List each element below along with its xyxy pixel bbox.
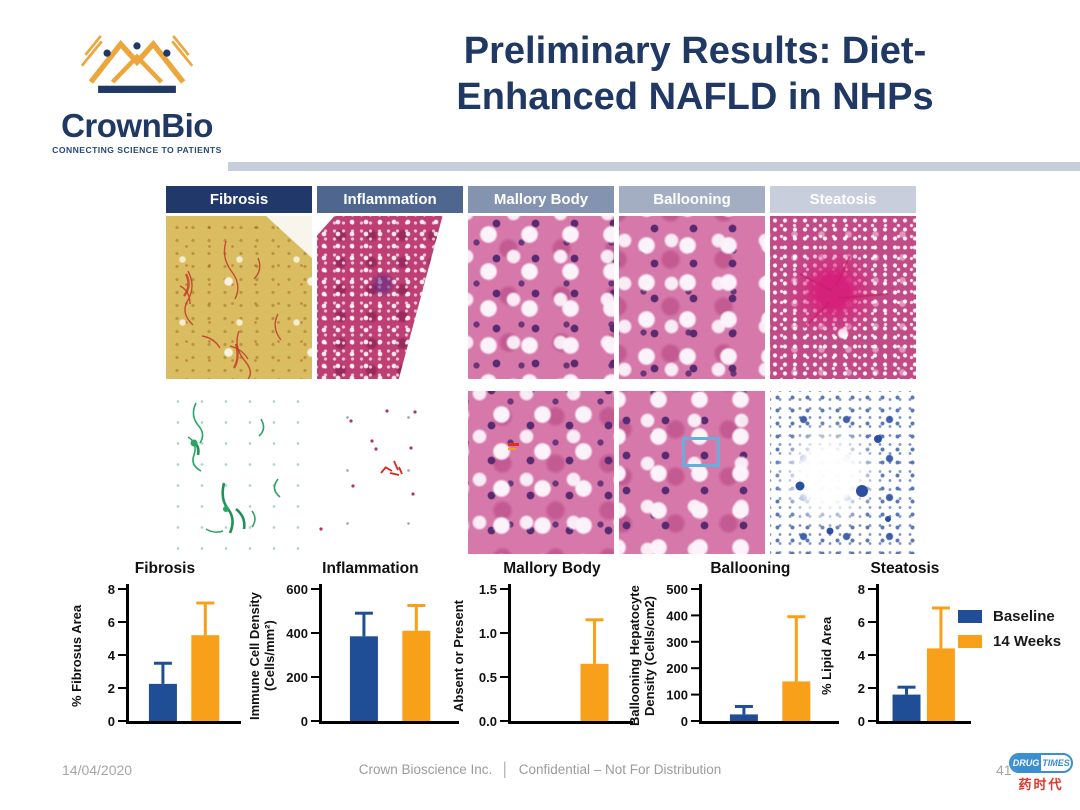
inflammation-cluster-overlay bbox=[319, 409, 417, 531]
drugtimes-logo: DRUG TIMES 药时代 bbox=[1006, 753, 1076, 793]
drugtimes-badge-icon: DRUG TIMES bbox=[1009, 753, 1073, 773]
title-divider-rule bbox=[228, 162, 1080, 171]
footer-confidentiality: Crown Bioscience Inc. │ Confidential – Not… bbox=[0, 762, 1080, 777]
svg-text:500: 500 bbox=[666, 582, 688, 597]
svg-text:300: 300 bbox=[666, 635, 688, 650]
inflammation-chart-title: Inflammation bbox=[322, 560, 419, 577]
logo-wordmark: CrownBio bbox=[61, 107, 213, 144]
svg-text:6: 6 bbox=[858, 615, 865, 630]
drugtimes-badge-right: TIMES bbox=[1042, 758, 1070, 768]
svg-text:8: 8 bbox=[108, 582, 115, 597]
slide-title: Preliminary Results: Diet- Enhanced NAFL… bbox=[330, 28, 1060, 121]
column-header-steatosis: Steatosis bbox=[770, 186, 916, 213]
svg-text:0: 0 bbox=[301, 714, 308, 729]
ballooning-y-axis-label: Ballooning Hepatocyte Density (Cells/cm2… bbox=[627, 585, 657, 727]
steatosis-detection-image bbox=[770, 391, 916, 554]
mallory-orange-marker bbox=[508, 448, 516, 450]
svg-text:4: 4 bbox=[858, 648, 866, 663]
svg-text:0: 0 bbox=[108, 714, 115, 729]
crown-icon bbox=[80, 35, 194, 93]
title-line-1: Preliminary Results: Diet- bbox=[463, 30, 927, 72]
fibrosis-vessels-overlay bbox=[179, 216, 312, 379]
svg-text:400: 400 bbox=[286, 626, 308, 641]
mallory-y-axis-label: Absent or Present bbox=[451, 600, 466, 712]
ballooning-chart-title: Ballooning bbox=[710, 560, 791, 577]
column-header-mallory-body: Mallory Body bbox=[468, 186, 614, 213]
logo-tagline: CONNECTING SCIENCE TO PATIENTS bbox=[52, 145, 222, 155]
svg-text:8: 8 bbox=[858, 582, 865, 597]
svg-text:600: 600 bbox=[286, 582, 308, 597]
fibrosis-chart-plot: 0 2 4 6 8 bbox=[108, 582, 241, 729]
fibrosis-segmentation-image bbox=[166, 391, 312, 554]
steatosis-vein-overlay bbox=[799, 255, 889, 329]
fibrosis-chart-title: Fibrosis bbox=[134, 560, 196, 577]
legend-item-baseline: Baseline bbox=[958, 608, 1061, 625]
inflammation-tissue-wedge bbox=[317, 216, 443, 379]
mallory-body-chart: Absent or Present Mallory Body 0.0 0.5 1.0… bbox=[451, 560, 637, 732]
ballooning-annotated-image bbox=[619, 391, 765, 554]
footer-confidential-text: Confidential – Not For Distribution bbox=[518, 762, 722, 777]
histology-panel-grid: Fibrosis Inflammation Mallory Body Ballo… bbox=[166, 186, 916, 554]
column-header-inflammation: Inflammation bbox=[317, 186, 463, 213]
ballooning-highlight-box bbox=[682, 437, 720, 467]
svg-text:1.0: 1.0 bbox=[479, 626, 497, 641]
steatosis-stain-image bbox=[770, 216, 916, 379]
inflammation-chart-plot: 0 200 400 600 bbox=[286, 582, 459, 729]
svg-text:6: 6 bbox=[108, 615, 115, 630]
inflammation-y-axis-label: Immune Cell Density (Cells/mm²) bbox=[247, 592, 277, 720]
steatosis-chart-title: Steatosis bbox=[870, 560, 940, 577]
steatosis-chart-plot: 0 2 4 6 8 bbox=[858, 582, 971, 729]
svg-text:400: 400 bbox=[666, 608, 688, 623]
fibrosis-chart: % Fibrosus Area Fibrosis 0 2 4 6 8 bbox=[69, 560, 245, 732]
steatosis-chart: % Lipid Area Steatosis 0 2 4 6 8 bbox=[819, 560, 975, 732]
legend-label-baseline: Baseline bbox=[993, 608, 1055, 625]
svg-text:0: 0 bbox=[681, 714, 688, 729]
mallory-red-marker bbox=[508, 443, 519, 446]
inflammation-chart: Immune Cell Density (Cells/mm²) Inflamma… bbox=[247, 560, 463, 732]
inflammation-stain-image bbox=[317, 216, 463, 379]
svg-text:200: 200 bbox=[666, 661, 688, 676]
svg-text:1.5: 1.5 bbox=[479, 582, 497, 597]
svg-text:4: 4 bbox=[108, 648, 116, 663]
footer-date: 14/04/2020 bbox=[62, 762, 133, 778]
fibrosis-stain-image bbox=[166, 216, 312, 379]
page-number: 41 bbox=[996, 762, 1012, 778]
ballooning-chart: Ballooning Hepatocyte Density (Cells/cm2… bbox=[627, 560, 843, 732]
title-line-2: Enhanced NAFLD in NHPs bbox=[456, 76, 934, 119]
footer-divider: │ bbox=[501, 762, 510, 777]
legend-item-14-weeks: 14 Weeks bbox=[958, 633, 1061, 650]
footer-company: Crown Bioscience Inc. bbox=[358, 762, 493, 777]
mallory-chart-plot: 0.0 0.5 1.0 1.5 bbox=[479, 582, 633, 729]
mallory-body-annotated-image bbox=[468, 391, 614, 554]
svg-text:0: 0 bbox=[858, 714, 865, 729]
fibrosis-green-network-overlay bbox=[187, 402, 281, 534]
column-header-fibrosis: Fibrosis bbox=[166, 186, 312, 213]
mallory-chart-title: Mallory Body bbox=[503, 560, 601, 577]
column-header-ballooning: Ballooning bbox=[619, 186, 765, 213]
legend-label-14-weeks: 14 Weeks bbox=[993, 633, 1062, 650]
svg-text:0.0: 0.0 bbox=[479, 714, 497, 729]
svg-text:2: 2 bbox=[858, 681, 865, 696]
ballooning-chart-plot: 0 100 200 300 400 500 bbox=[666, 582, 839, 729]
steatosis-y-axis-label: % Lipid Area bbox=[819, 616, 834, 696]
inflammation-detection-image bbox=[317, 391, 463, 554]
fibrosis-y-axis-label: % Fibrosus Area bbox=[69, 604, 84, 708]
drugtimes-caption: 药时代 bbox=[1018, 777, 1064, 792]
chart-legend: Baseline 14 Weeks bbox=[958, 608, 1061, 658]
steatosis-blue-dots-overlay bbox=[795, 435, 891, 535]
svg-text:2: 2 bbox=[108, 681, 115, 696]
mallory-body-stain-image bbox=[468, 216, 614, 379]
svg-text:200: 200 bbox=[286, 670, 308, 685]
svg-text:0.5: 0.5 bbox=[479, 670, 497, 685]
ballooning-stain-image bbox=[619, 216, 765, 379]
drugtimes-badge-left: DRUG bbox=[1011, 755, 1041, 771]
14-weeks-color-swatch bbox=[958, 635, 982, 648]
baseline-color-swatch bbox=[958, 610, 982, 623]
crownbio-logo: CrownBio CONNECTING SCIENCE TO PATIENTS bbox=[52, 26, 222, 155]
svg-text:100: 100 bbox=[666, 688, 688, 703]
